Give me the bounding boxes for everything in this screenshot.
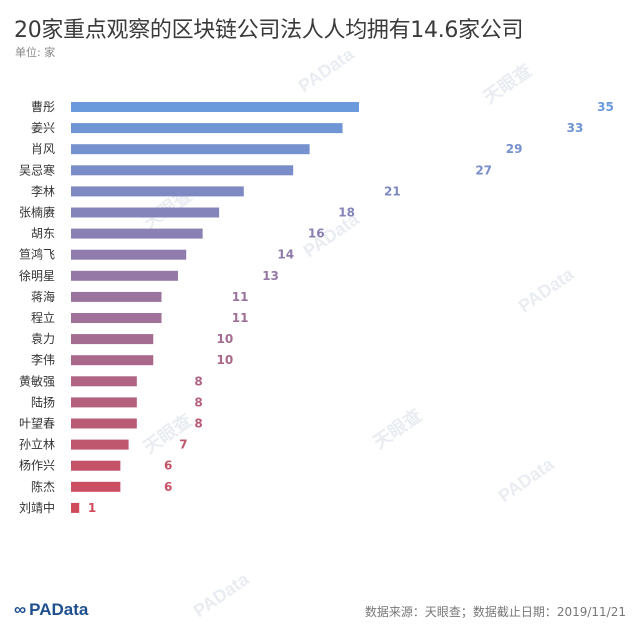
value-label: 35 xyxy=(597,100,614,114)
bar xyxy=(71,249,187,260)
category-label: 孙立林 xyxy=(19,437,55,452)
data-source: 数据来源：天眼查；数据截止日期：2019/11/21 xyxy=(364,605,626,619)
bar xyxy=(71,418,137,429)
category-label: 姜兴 xyxy=(31,121,55,135)
category-label: 李伟 xyxy=(31,352,55,367)
bar xyxy=(71,270,178,281)
bar xyxy=(71,313,162,323)
bar xyxy=(71,439,129,450)
category-label: 刘靖中 xyxy=(19,500,55,515)
value-label: 8 xyxy=(194,395,202,409)
bar xyxy=(71,355,154,366)
value-label: 6 xyxy=(164,459,172,473)
value-label: 16 xyxy=(308,227,325,241)
category-label: 杨作兴 xyxy=(19,458,55,473)
category-label: 曹彤 xyxy=(31,100,55,114)
value-label: 8 xyxy=(194,374,202,388)
category-label: 黄敏强 xyxy=(19,373,55,388)
unit-label: 单位: 家 xyxy=(15,46,56,59)
padata-logo-text: PAData xyxy=(29,600,89,619)
category-label: 叶望春 xyxy=(19,417,55,431)
value-label: 14 xyxy=(277,248,294,262)
value-label: 6 xyxy=(164,480,172,494)
bar xyxy=(71,186,244,197)
value-label: 21 xyxy=(384,184,401,198)
value-label: 33 xyxy=(567,121,584,135)
padata-logo-icon: ∞ xyxy=(14,600,27,619)
bar xyxy=(71,397,137,408)
bar xyxy=(71,228,203,239)
category-label: 肖风 xyxy=(31,142,55,156)
value-label: 1 xyxy=(88,501,96,515)
value-label: 11 xyxy=(232,311,249,325)
value-label: 13 xyxy=(262,269,279,283)
value-label: 10 xyxy=(217,353,234,367)
page-title: 20家重点观察的区块链公司法人人均拥有14.6家公司 xyxy=(14,18,524,43)
bar xyxy=(71,376,137,387)
bar xyxy=(71,144,310,155)
category-label: 笪鸿飞 xyxy=(19,247,55,262)
category-label: 蒋海 xyxy=(31,289,55,304)
value-label: 11 xyxy=(232,290,249,304)
value-label: 8 xyxy=(194,417,202,431)
category-label: 陆扬 xyxy=(31,394,55,409)
category-label: 徐明星 xyxy=(19,268,55,283)
category-label: 吴忌寒 xyxy=(19,162,55,177)
bar xyxy=(71,102,359,112)
category-label: 胡东 xyxy=(31,227,55,241)
bar xyxy=(71,334,154,345)
category-label: 程立 xyxy=(31,310,55,325)
value-label: 10 xyxy=(217,332,234,346)
category-label: 袁力 xyxy=(31,332,55,346)
category-label: 张楠赓 xyxy=(19,205,55,220)
value-label: 7 xyxy=(179,438,187,452)
category-label: 陈杰 xyxy=(31,479,55,494)
bar xyxy=(71,460,121,471)
bar xyxy=(71,481,121,492)
value-label: 27 xyxy=(475,163,492,177)
bar xyxy=(71,502,80,513)
value-label: 18 xyxy=(338,206,355,220)
bar xyxy=(71,207,220,218)
padata-logo: ∞ PAData xyxy=(14,600,88,620)
bar xyxy=(71,165,294,176)
bar xyxy=(71,123,343,134)
value-label: 29 xyxy=(506,142,523,156)
category-label: 李林 xyxy=(31,183,55,198)
bar xyxy=(71,291,162,302)
